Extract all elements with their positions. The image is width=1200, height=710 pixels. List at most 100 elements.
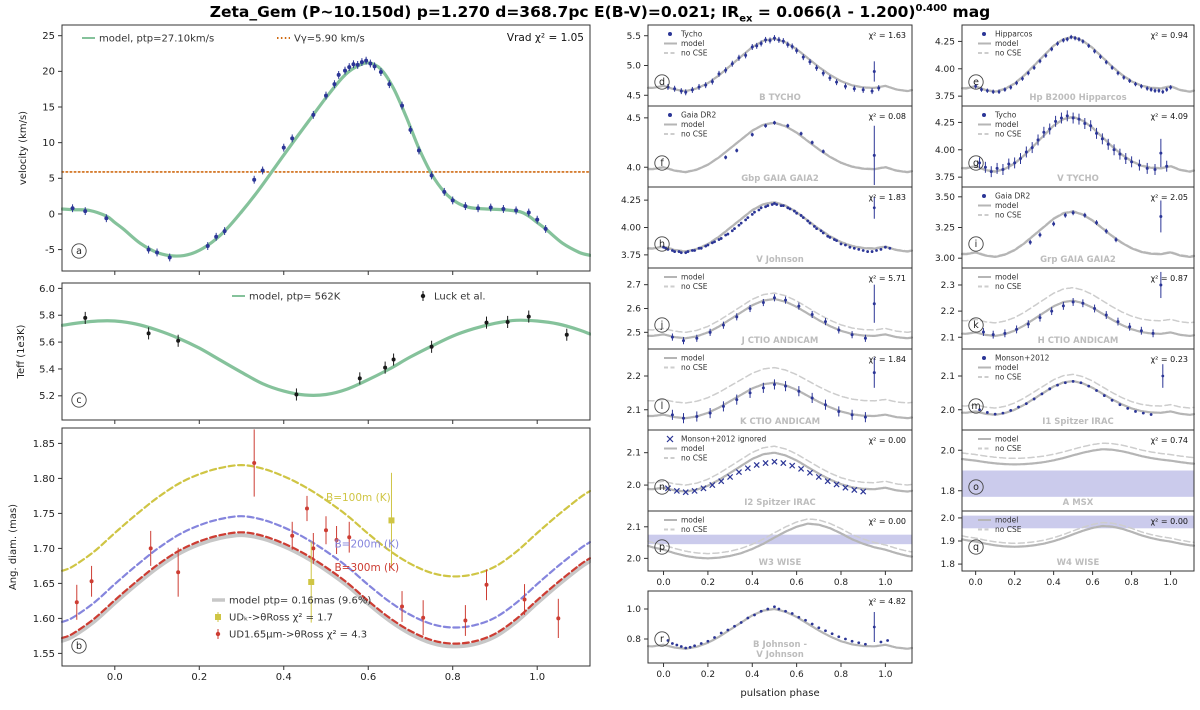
chi2-annotation: χ² = 1.84 [869,355,906,364]
panel-m: 2.0 2.1 Monson+2012 model no CSE χ² = 0.23 I1 … [941,348,1195,434]
svg-text:k: k [973,320,979,331]
y-tick-label: 3.50 [935,193,955,203]
band-name-label: V Johnson [756,255,804,265]
panel-h: 3.75 4.00 4.25 χ² = 1.83 V Johnson h [621,186,913,272]
y-tick-label: 1.75 [33,509,55,520]
model-curve [647,608,913,650]
y-tick-label: 15 [42,102,55,113]
ud-165-data [74,429,561,638]
band-name-label: J CTIO ANDICAM [741,336,819,346]
no-cse-curve [961,373,1195,409]
band-name-label: Grp GAIA GAIA2 [1040,255,1116,265]
y-tick-label: 10 [42,138,55,149]
panel-border [61,24,591,272]
diam-model-curve [61,533,591,649]
panel-b-plot: B=100m (K) B=200m (K) B=300m (K) 1.55 1.60 1.… [8,427,591,683]
svg-text:o: o [973,482,979,493]
legend-label: model [681,273,704,282]
x-tick-label: 1.0 [878,578,893,588]
panel-e: 3.75 4.00 4.25 Hipparcos model no CSE χ² = 0.9… [935,24,1195,110]
y-axis-label: Teff (1e3K) [16,324,27,379]
x-tick-label: 0.4 [1046,578,1061,588]
legend: model, ptp= 562K Luck et al. [232,291,486,302]
chi2-annotation: χ² = 1.83 [869,193,906,202]
x-axis-title: pulsation phase [740,688,820,699]
y-tick-label: 2.0 [627,481,642,491]
panel-k: 2.1 2.2 2.3 model no CSE χ² = 0.87 H CTIO ANDI… [941,267,1195,353]
tycho-b-data [666,35,881,96]
curve-label-annotation: B=100m (K) [326,492,391,504]
x-tick-label: 0.0 [968,578,983,588]
y-tick-label: -5 [45,245,55,256]
y-tick-label: 2.7 [627,281,641,291]
legend-label: Monson+2012 [995,354,1050,363]
chi2-annotation: χ² = 0.08 [869,112,906,121]
legend-label: Tycho [994,111,1017,120]
y-tick-label: 20 [42,67,55,78]
svg-text:n: n [659,482,665,493]
band-name-label: W4 WISE [1057,558,1100,568]
legend-label: model [995,273,1018,282]
model-curve [961,299,1195,338]
legend-label: Luck et al. [434,291,486,302]
legend-label: no CSE [995,525,1022,534]
y-tick-label: 5.6 [39,337,55,348]
panel-q: 1.8 1.9 2.0 0.0 0.2 0.4 0.6 0.8 1.0 model no CSE χ²… [941,510,1195,588]
x-tick-label: 0.6 [789,670,804,680]
legend-label: model [681,516,704,525]
chi2-annotation: χ² = 0.94 [1151,31,1188,40]
y-tick-label: 6.0 [39,284,55,295]
model-curve [647,121,913,174]
panel-letter-a: a [71,243,87,259]
panel-border [647,590,913,664]
legend-label: no CSE [995,373,1022,382]
y-tick-label: 2.6 [627,305,642,315]
chi2-annotation: χ² = 1.63 [869,31,906,40]
legend: model ptp= 0.16mas (9.6%) UDₖ->θRoss χ² =… [212,595,371,640]
curve-label-annotation: B=200m (K) [334,539,399,551]
svg-text:i: i [975,239,978,250]
svg-text:b: b [76,641,82,652]
band-name-label: A MSX [1063,498,1094,508]
gaia-gbp-data [724,120,876,186]
chi2-annotation: χ² = 0.00 [869,436,906,445]
panel-letter-c: c [71,392,87,408]
no-cse-curve [647,366,913,404]
panel-border [61,282,591,421]
legend-label: model [995,120,1018,129]
y-tick-label: 5.4 [39,364,55,375]
v-johnson-data [662,196,892,255]
y-tick-label: 2.1 [627,449,641,459]
figure-title: Zeta_Gem (P~10.150d) p=1.270 d=368.7pc E… [0,3,1200,24]
legend-label: model, ptp= 562K [249,291,341,302]
panel-letter-d: d [654,74,670,90]
band-name-label: I1 Spitzer IRAC [1042,417,1114,427]
svg-text:d: d [659,77,665,88]
title-part4: mag [947,3,991,22]
tycho-v-data [978,110,1169,178]
y-tick-label: 5.5 [627,32,641,42]
plot-area [961,364,1195,416]
x-tick-label: 0.0 [656,578,671,588]
legend-label: model [681,354,704,363]
x-tick-label: 0.2 [1007,578,1021,588]
model-curve [647,381,913,420]
chi2-annotation: χ² = 0.87 [1151,274,1188,283]
title-sub-ex: ex [739,13,753,25]
rv-data [70,56,548,262]
model-curve [647,201,913,253]
panel-letter-q: q [968,539,984,555]
model-curve [647,451,913,493]
plot-area [961,200,1195,259]
plot-area [647,605,913,650]
x-tick-label: 0.8 [834,670,849,680]
y-tick-label: 2.3 [941,281,955,291]
